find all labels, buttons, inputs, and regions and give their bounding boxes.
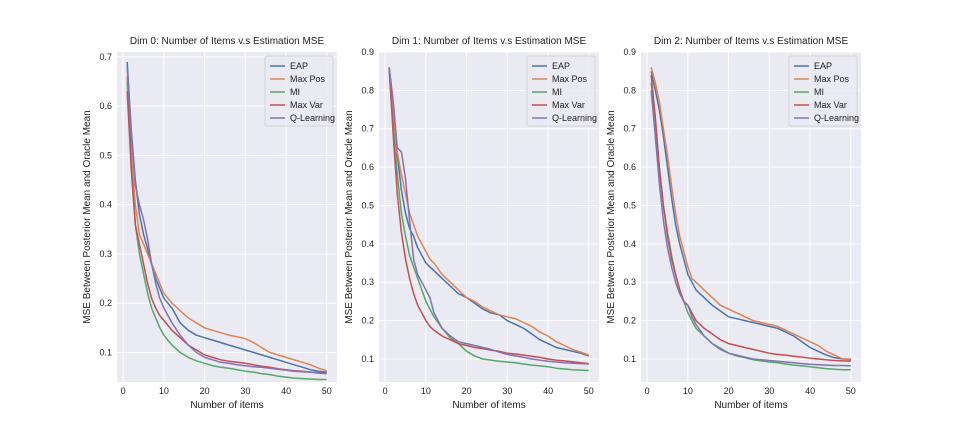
x-tick-label: 40: [281, 386, 291, 396]
legend-label: Q-Learning: [814, 113, 859, 123]
y-tick-label: 0.7: [623, 124, 636, 134]
y-tick-label: 0.4: [623, 239, 636, 249]
y-tick-label: 0.5: [361, 200, 374, 210]
y-tick-label: 0.2: [361, 316, 374, 326]
x-tick-label: 40: [805, 386, 815, 396]
y-tick-label: 0.3: [623, 277, 636, 287]
y-tick-label: 0.1: [623, 354, 636, 364]
y-axis-label: MSE Between Posterior Mean and Oracle Me…: [344, 110, 355, 323]
chart-panel-dim-1: 0 10 20 30 40 50 0.1 0.2 0.3 0.4 0.5 0.6 0.7 0.8 0.9 Di…: [344, 36, 599, 411]
y-axis-label: MSE Between Posterior Mean and Oracle Me…: [82, 110, 93, 323]
series-line-max-var: [388, 67, 589, 365]
x-tick-label: 50: [584, 386, 594, 396]
legend-label: Max Pos: [290, 74, 326, 84]
series-line-q-learning: [126, 66, 327, 374]
series-line-mi: [388, 71, 589, 372]
legend: EAP Max Pos MI Max Var Q-Learning: [526, 55, 597, 127]
chart-title: Dim 1: Number of Items v.s Estimation MS…: [392, 36, 587, 47]
legend-label: Max Var: [290, 100, 323, 110]
x-tick-label: 0: [383, 386, 388, 396]
legend-label: MI: [290, 87, 300, 97]
chart-title: Dim 2: Number of Items v.s Estimation MS…: [654, 36, 849, 47]
legend-label: Max Pos: [552, 74, 588, 84]
x-tick-label: 20: [462, 386, 472, 396]
y-tick-label: 0.9: [623, 47, 636, 57]
chart-panel-dim-0: 0 10 20 30 40 50 0.1 0.2 0.3 0.4 0.5 0.6 0.7 Dim 0: N…: [82, 36, 337, 411]
y-tick-label: 0.4: [361, 239, 374, 249]
y-tick-label: 0.7: [99, 52, 112, 62]
chart-title: Dim 0: Number of Items v.s Estimation MS…: [130, 36, 325, 47]
x-tick-label: 10: [159, 386, 169, 396]
series-line-eap: [650, 71, 851, 361]
x-axis-label: Number of items: [714, 400, 787, 411]
legend-label: MI: [814, 87, 824, 97]
x-axis-label: Number of items: [190, 400, 263, 411]
chart-panel-dim-2: 0 10 20 30 40 50 0.1 0.2 0.3 0.4 0.5 0.6 0.7 0.8 0.9 Di…: [606, 36, 861, 411]
legend-label: Max Pos: [814, 74, 850, 84]
y-tick-label: 0.2: [99, 298, 112, 308]
legend-label: Max Var: [552, 100, 585, 110]
legend-box: [526, 55, 596, 127]
y-tick-label: 0.4: [99, 200, 112, 210]
legend-label: Q-Learning: [552, 113, 597, 123]
legend-label: EAP: [290, 61, 308, 71]
x-tick-label: 30: [502, 386, 512, 396]
series-line-q-learning: [650, 90, 851, 367]
y-axis-label: MSE Between Posterior Mean and Oracle Me…: [606, 110, 617, 323]
series-line-mi: [126, 81, 327, 381]
series-line-max-pos: [650, 67, 851, 360]
legend: EAP Max Pos MI Max Var Q-Learning: [264, 55, 335, 127]
x-tick-label: 50: [846, 386, 856, 396]
series-line-max-var: [650, 74, 851, 363]
x-tick-label: 20: [200, 386, 210, 396]
y-tick-label: 0.1: [99, 347, 112, 357]
x-tick-label: 30: [764, 386, 774, 396]
legend-box: [264, 55, 334, 127]
x-tick-label: 30: [240, 386, 250, 396]
y-tick-label: 0.5: [623, 200, 636, 210]
series-line-eap: [126, 61, 327, 373]
legend-label: EAP: [552, 61, 570, 71]
y-tick-label: 0.6: [623, 162, 636, 172]
y-tick-label: 0.6: [361, 162, 374, 172]
series-line-max-pos: [126, 76, 328, 372]
x-tick-label: 0: [645, 386, 650, 396]
legend: EAP Max Pos MI Max Var Q-Learning: [788, 55, 859, 127]
x-axis-label: Number of items: [452, 400, 525, 411]
x-tick-label: 10: [421, 386, 431, 396]
legend-label: Max Var: [814, 100, 847, 110]
x-tick-label: 0: [121, 386, 126, 396]
series-line-q-learning: [388, 67, 589, 365]
x-tick-label: 10: [683, 386, 693, 396]
y-tick-label: 0.2: [623, 316, 636, 326]
y-tick-label: 0.3: [361, 277, 374, 287]
y-tick-label: 0.5: [99, 150, 112, 160]
y-tick-label: 0.8: [361, 85, 374, 95]
y-tick-label: 0.8: [623, 85, 636, 95]
y-tick-label: 0.1: [361, 354, 374, 364]
legend-label: EAP: [814, 61, 832, 71]
y-tick-label: 0.6: [99, 101, 112, 111]
y-tick-label: 0.3: [99, 249, 112, 259]
x-tick-label: 40: [543, 386, 553, 396]
y-tick-label: 0.7: [361, 124, 374, 134]
x-tick-label: 50: [322, 386, 332, 396]
y-tick-label: 0.9: [361, 47, 374, 57]
legend-label: Q-Learning: [290, 113, 335, 123]
legend-box: [788, 55, 858, 127]
legend-label: MI: [552, 87, 562, 97]
x-tick-label: 20: [724, 386, 734, 396]
